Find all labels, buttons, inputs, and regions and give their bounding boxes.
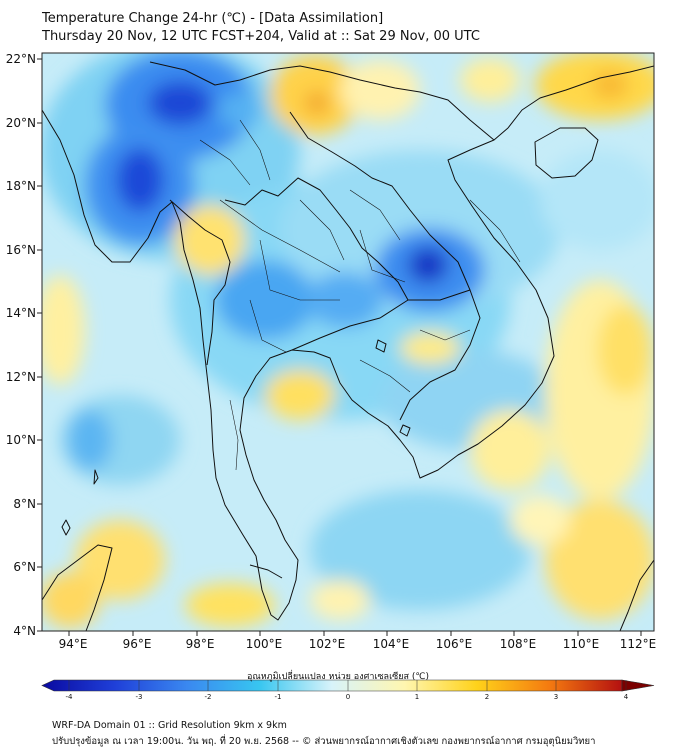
colorbar-tick-label: -2 [205,693,212,700]
lon-label: 100°E [246,637,283,651]
andaman-islands [61,469,99,536]
lat-label: 22°N [6,52,36,66]
lat-label: 12°N [6,370,36,384]
temperature-field [42,53,654,631]
chart-subtitle: Thursday 20 Nov, 12 UTC FCST+204, Valid … [42,29,480,44]
coastlines-and-borders [42,61,654,631]
border-china [149,61,495,141]
lon-label: 108°E [500,637,537,651]
gulf-islands [375,339,411,437]
border-myanmar-thailand [169,199,231,366]
chart-title: Temperature Change 24-hr (℃) - [Data Ass… [42,11,384,26]
border-thailand-laos [224,177,409,301]
lon-label: 96°E [123,637,152,651]
lat-label: 10°N [6,433,36,447]
colorbar-label: อุณหภูมิเปลี่ยนแปลง หน่วย องศาเซลเซียส (… [246,672,430,682]
lon-label: 94°E [59,637,88,651]
footer-model-info: WRF-DA Domain 01 :: Grid Resolution 9km … [52,720,287,731]
hainan-island [534,127,599,179]
border-cambodia [291,289,481,421]
lat-label: 6°N [13,560,36,574]
map-frame [41,52,655,632]
colorbar-tick-label: 4 [624,693,629,700]
lon-label: 98°E [186,637,215,651]
lon-label: 104°E [373,637,410,651]
borneo-coast [619,559,654,631]
colorbar-tick-label: -1 [275,693,282,700]
lat-label: 4°N [13,624,36,638]
lat-label: 16°N [6,243,36,257]
sumatra-coast [42,544,113,631]
border-laos-vietnam [289,111,471,291]
colorbar-max-extension [621,679,655,692]
lon-label: 102°E [309,637,346,651]
axis-ticks [37,58,642,636]
map-figure: 22°N 20°N 18°N 16°N 14°N 12°N 10°N 8°N 6… [6,52,657,700]
lon-label: 110°E [563,637,600,651]
colorbar-tick-label: -3 [136,693,143,700]
border-thailand-malaysia [249,564,283,579]
lon-label: 112°E [620,637,657,651]
footer-credits: ปรับปรุงข้อมูล ณ เวลา 19:00น. วัน พฤ. ที… [52,736,596,747]
colorbar-tick-label: 1 [415,693,419,700]
colorbar-tick-label: 3 [554,693,558,700]
colorbar [41,679,623,692]
province-lines [199,119,521,471]
lat-label: 20°N [6,116,36,130]
lat-label: 18°N [6,179,36,193]
mainland-coastline [42,65,654,621]
lat-label: 8°N [13,497,36,511]
colorbar-tick-label: 0 [346,693,350,700]
colorbar-ticks [68,680,627,691]
colorbar-tick-label: -4 [66,693,74,700]
colorbar-tick-label: 2 [485,693,489,700]
lon-label: 106°E [436,637,473,651]
lat-label: 14°N [6,306,36,320]
